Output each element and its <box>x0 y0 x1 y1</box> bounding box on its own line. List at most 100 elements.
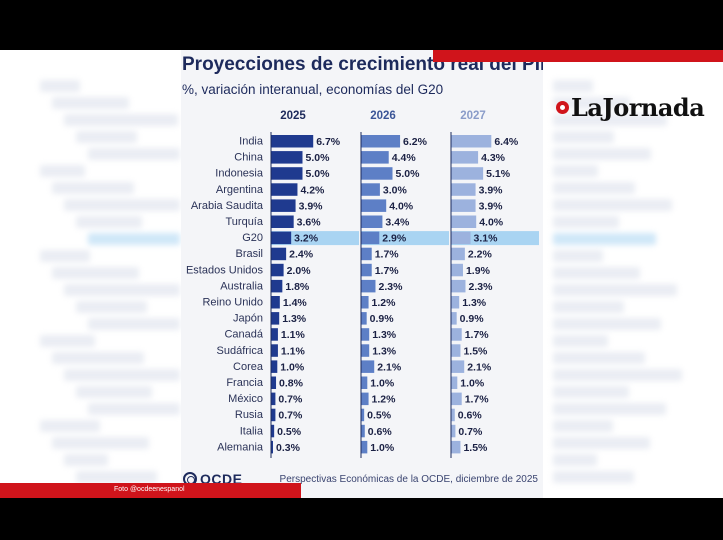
column-header-2026: 2026 <box>370 110 396 122</box>
data-label-2025: 0.5% <box>277 426 302 438</box>
bar-2027 <box>451 376 458 389</box>
bar-2026 <box>361 151 389 164</box>
blurred-background-left <box>0 50 180 498</box>
ghost-row <box>64 454 108 466</box>
category-label: Francia <box>226 377 264 389</box>
bar-2025 <box>271 328 278 341</box>
data-label-2026: 1.3% <box>372 345 397 357</box>
data-label-2027: 3.1% <box>474 233 499 245</box>
ghost-row <box>553 386 629 398</box>
ghost-row <box>553 437 650 449</box>
bar-2026 <box>361 183 380 196</box>
data-label-2026: 0.6% <box>368 426 393 438</box>
data-label-2026: 1.0% <box>370 378 395 390</box>
data-label-2027: 3.9% <box>479 200 504 212</box>
ghost-row <box>88 148 180 160</box>
la-jornada-dot-icon <box>556 100 569 114</box>
infographic-panel: 2025 2026 2027 India China Indonesia Argentina… <box>181 50 543 498</box>
data-label-2025: 0.3% <box>276 442 301 454</box>
ghost-row <box>553 352 645 364</box>
data-label-2026: 3.0% <box>383 184 408 196</box>
bar-2027 <box>451 279 466 293</box>
ghost-row <box>553 318 661 330</box>
ghost-row <box>52 352 144 364</box>
bar-2027 <box>451 199 476 212</box>
bar-2027 <box>451 360 465 373</box>
data-label-2025: 0.7% <box>278 394 303 406</box>
category-label: Reino Unido <box>202 297 263 309</box>
bar-2026 <box>361 360 375 373</box>
bar-2025 <box>271 279 283 293</box>
ghost-row <box>88 318 180 330</box>
ghost-row <box>553 233 656 245</box>
bar-2025 <box>271 392 276 406</box>
category-label: Canadá <box>224 329 263 341</box>
data-label-2027: 4.3% <box>481 152 506 164</box>
bar-2026 <box>361 247 372 261</box>
ghost-row <box>553 165 598 177</box>
data-label-2026: 5.0% <box>396 168 421 180</box>
category-label: India <box>239 136 264 148</box>
ghost-row <box>553 131 614 143</box>
bar-2025 <box>271 360 278 373</box>
data-label-2027: 2.1% <box>467 361 492 373</box>
category-label: Argentina <box>216 184 264 196</box>
column-header-2027: 2027 <box>460 110 486 122</box>
ghost-row <box>40 80 80 92</box>
ghost-row <box>64 284 180 296</box>
data-label-2025: 5.0% <box>306 152 331 164</box>
bar-2026 <box>361 392 369 406</box>
bar-2025 <box>271 408 276 422</box>
ghost-row <box>52 267 139 279</box>
data-label-2025: 1.1% <box>281 345 306 357</box>
highlight-band-2027 <box>451 231 539 246</box>
category-label: Brasil <box>235 248 263 260</box>
data-label-2025: 5.0% <box>306 168 331 180</box>
bar-2026 <box>361 328 370 341</box>
data-label-2026: 1.3% <box>372 329 397 341</box>
highlight-band-2025 <box>271 231 359 246</box>
data-label-2025: 0.8% <box>279 378 304 390</box>
category-label: Sudáfrica <box>217 345 264 357</box>
photo-caption: Foto @ocdeenespanol <box>114 486 185 493</box>
category-label: México <box>228 393 263 405</box>
bar-2027 <box>451 263 463 277</box>
data-label-2026: 1.7% <box>375 249 400 261</box>
bar-2026 <box>361 376 368 389</box>
bar-2027 <box>451 312 457 325</box>
data-label-2027: 4.0% <box>479 217 504 229</box>
data-label-2025: 1.8% <box>285 281 310 293</box>
category-label: Australia <box>220 280 264 292</box>
ghost-row <box>88 403 180 415</box>
ghost-row <box>553 216 619 228</box>
data-label-2027: 0.7% <box>458 426 483 438</box>
data-label-2025: 6.7% <box>316 136 341 148</box>
bar-2025 <box>271 424 275 438</box>
data-label-2026: 0.9% <box>370 313 395 325</box>
bar-2025 <box>271 231 292 245</box>
ghost-row <box>88 233 180 245</box>
bar-2026 <box>361 263 372 277</box>
data-label-2026: 2.1% <box>377 361 402 373</box>
ghost-row <box>553 284 677 296</box>
data-label-2025: 2.4% <box>289 249 314 261</box>
data-label-2026: 6.2% <box>403 136 428 148</box>
data-label-2027: 0.6% <box>458 410 483 422</box>
category-label: Italia <box>240 425 264 437</box>
category-label: Indonesia <box>215 168 264 180</box>
ghost-row <box>553 454 597 466</box>
data-label-2027: 5.1% <box>486 168 511 180</box>
ghost-row <box>76 131 137 143</box>
data-label-2027: 1.5% <box>463 442 488 454</box>
category-label: Arabia Saudita <box>191 200 264 212</box>
data-label-2026: 0.5% <box>367 410 392 422</box>
category-label: China <box>234 152 264 164</box>
ghost-row <box>553 420 613 432</box>
blurred-background-right <box>543 50 723 498</box>
bar-2026 <box>361 408 365 422</box>
highlight-band-2026 <box>361 231 449 246</box>
ghost-row <box>40 420 100 432</box>
bar-2027 <box>451 392 462 406</box>
bar-2026 <box>361 296 369 309</box>
data-label-2027: 3.9% <box>479 184 504 196</box>
